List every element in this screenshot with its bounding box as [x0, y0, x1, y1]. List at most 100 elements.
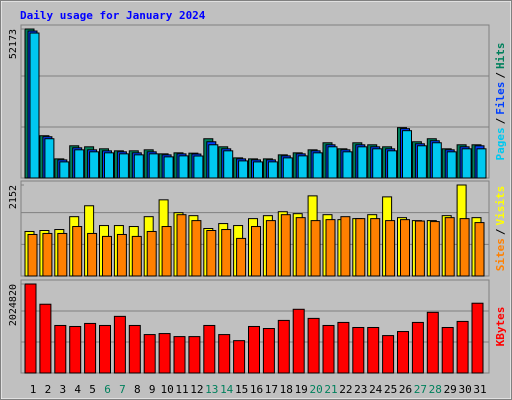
x-tick-label: 15: [235, 383, 248, 396]
bar: [411, 321, 424, 374]
x-tick-label: 4: [74, 383, 81, 396]
bar: [357, 146, 368, 179]
bar: [251, 226, 261, 277]
x-tick-label: 22: [339, 383, 352, 396]
y-tick-label: 2024820: [8, 284, 19, 326]
x-tick-label: 21: [324, 383, 337, 396]
bar: [297, 155, 308, 179]
x-tick-label: 11: [175, 383, 188, 396]
bar: [42, 232, 53, 277]
x-tick-label: 23: [354, 383, 367, 396]
bar: [431, 142, 442, 179]
bar: [89, 151, 100, 179]
bar: [188, 336, 201, 374]
bar: [203, 324, 216, 374]
bar: [29, 32, 40, 179]
bar: [402, 130, 412, 179]
bar: [426, 311, 439, 374]
bar: [59, 161, 70, 179]
bar: [27, 233, 38, 277]
x-tick-label: 14: [220, 383, 234, 396]
x-tick-label: 1: [30, 383, 37, 396]
bar: [292, 308, 305, 374]
x-tick-label: 27: [414, 383, 427, 396]
bar: [370, 218, 381, 277]
bar: [327, 146, 338, 179]
x-tick-label: 5: [89, 383, 96, 396]
bar: [102, 235, 112, 277]
legend-entry: KBytes: [494, 307, 507, 347]
bar: [397, 331, 409, 374]
bar: [87, 232, 98, 277]
bar: [173, 336, 186, 374]
x-tick-label: 30: [458, 383, 471, 396]
bar: [221, 229, 232, 277]
bar: [74, 149, 85, 179]
x-tick-label: 13: [205, 383, 218, 396]
legend-entry: Pages: [494, 127, 507, 160]
bar: [295, 217, 306, 277]
bar: [39, 303, 52, 374]
bar: [206, 230, 217, 277]
legend-separator: /: [494, 117, 507, 124]
bar: [161, 226, 172, 277]
bar: [262, 328, 275, 374]
bar: [340, 216, 351, 277]
bar: [143, 334, 156, 374]
x-tick-label: 8: [134, 383, 141, 396]
bar: [84, 322, 97, 374]
legend: Sites / Visits: [494, 186, 507, 272]
x-tick-label: 19: [295, 383, 308, 396]
bar: [476, 148, 487, 179]
x-tick-label: 16: [250, 383, 263, 396]
bar: [253, 161, 263, 179]
bar: [355, 218, 366, 277]
bar: [191, 220, 202, 277]
bar: [277, 319, 290, 374]
bar: [233, 340, 246, 374]
x-tick-label: 2: [45, 383, 52, 396]
legend: Pages / Files / Hits: [494, 43, 507, 161]
bar: [218, 334, 231, 374]
bar: [133, 154, 144, 179]
bar: [474, 222, 485, 277]
x-tick-label: 10: [160, 383, 173, 396]
bar: [176, 214, 187, 277]
bar: [44, 138, 55, 179]
legend-entry: Hits: [494, 43, 507, 70]
bar: [131, 235, 142, 277]
bar: [24, 283, 37, 374]
x-tick-label: 24: [369, 383, 383, 396]
bar: [372, 148, 383, 179]
bar: [446, 151, 457, 179]
bar: [325, 219, 336, 277]
x-tick-label: 31: [473, 383, 486, 396]
x-tick-label: 26: [399, 383, 412, 396]
x-tick-label: 17: [265, 383, 278, 396]
bar: [414, 220, 425, 277]
bar: [307, 317, 320, 374]
bar: [265, 220, 276, 277]
bar: [382, 335, 395, 374]
bar: [352, 326, 365, 374]
bar: [280, 214, 291, 277]
bar: [310, 220, 321, 277]
bar: [238, 160, 249, 179]
x-tick-label: 28: [429, 383, 442, 396]
bar: [113, 315, 126, 374]
bar: [99, 324, 111, 374]
legend-separator: /: [494, 72, 507, 79]
x-tick-label: 12: [190, 383, 203, 396]
bar: [267, 161, 278, 179]
bar: [118, 153, 129, 179]
x-tick-label: 9: [149, 383, 156, 396]
bar: [72, 226, 83, 277]
bar: [148, 153, 159, 179]
legend: KBytes: [494, 307, 507, 347]
bar: [416, 145, 427, 179]
bar: [69, 325, 82, 374]
legend-separator: /: [494, 228, 507, 235]
bar: [128, 324, 141, 374]
legend-entry: Sites: [494, 238, 507, 271]
